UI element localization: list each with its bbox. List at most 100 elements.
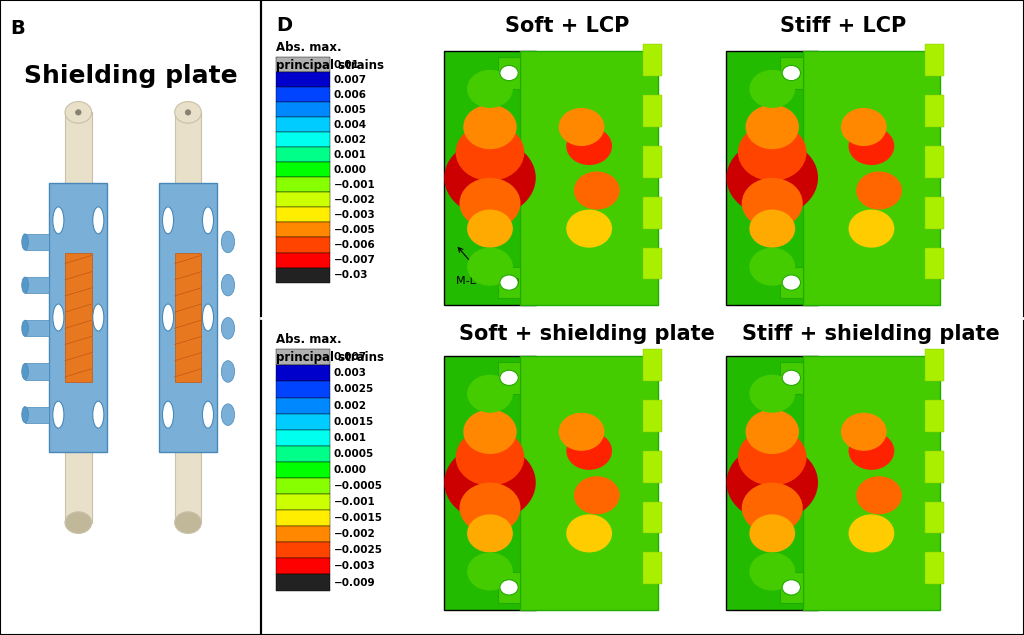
Bar — [726, 356, 818, 610]
Bar — [803, 51, 940, 305]
Text: principal strains: principal strains — [276, 351, 384, 364]
Circle shape — [53, 207, 63, 234]
Ellipse shape — [76, 110, 81, 115]
Text: 0.007: 0.007 — [334, 75, 367, 84]
Circle shape — [745, 410, 799, 454]
Circle shape — [750, 248, 796, 286]
Bar — [925, 502, 944, 533]
Text: −0.0005: −0.0005 — [334, 481, 383, 491]
Circle shape — [53, 304, 63, 331]
Text: 0.0015: 0.0015 — [334, 417, 374, 427]
Circle shape — [444, 140, 536, 216]
Bar — [925, 146, 944, 178]
Circle shape — [93, 207, 103, 234]
Bar — [925, 44, 944, 76]
Circle shape — [456, 429, 524, 486]
Ellipse shape — [22, 406, 29, 423]
Bar — [276, 72, 330, 87]
Bar — [643, 95, 662, 127]
Bar — [25, 277, 49, 293]
Text: Stiff + shielding plate: Stiff + shielding plate — [741, 324, 999, 344]
Text: Soft + shielding plate: Soft + shielding plate — [460, 324, 716, 344]
Bar — [175, 112, 202, 523]
Circle shape — [163, 401, 174, 428]
Circle shape — [782, 65, 801, 81]
Bar — [276, 267, 330, 283]
Text: 0.003: 0.003 — [334, 368, 367, 378]
Text: 0.0025: 0.0025 — [334, 384, 374, 394]
Circle shape — [467, 552, 513, 591]
Text: −0.0015: −0.0015 — [334, 513, 383, 523]
Circle shape — [456, 124, 524, 181]
Circle shape — [500, 370, 518, 385]
Circle shape — [849, 432, 894, 470]
Circle shape — [573, 171, 620, 210]
Bar — [276, 163, 330, 177]
Text: 0.001: 0.001 — [334, 150, 367, 160]
Ellipse shape — [175, 102, 202, 123]
Bar — [925, 248, 944, 279]
Text: Soft + LCP: Soft + LCP — [505, 16, 630, 36]
Text: Abs. max.: Abs. max. — [276, 41, 342, 54]
Text: 0.002: 0.002 — [334, 401, 367, 411]
Circle shape — [726, 140, 818, 216]
Bar — [925, 552, 944, 584]
Text: 0.004: 0.004 — [334, 120, 367, 130]
Bar — [520, 356, 657, 610]
Circle shape — [559, 413, 604, 451]
Bar — [925, 95, 944, 127]
Text: 0.005: 0.005 — [334, 105, 367, 115]
Text: M-L section: M-L section — [456, 248, 519, 286]
Bar — [276, 510, 330, 526]
Bar — [643, 502, 662, 533]
Bar — [444, 356, 536, 610]
Text: −0.006: −0.006 — [334, 240, 376, 250]
Circle shape — [500, 580, 518, 595]
Bar — [25, 320, 49, 337]
Bar — [276, 365, 330, 382]
Ellipse shape — [22, 320, 29, 337]
Circle shape — [559, 108, 604, 146]
Bar — [498, 267, 520, 298]
Bar — [276, 177, 330, 192]
Circle shape — [741, 483, 803, 533]
Text: −0.001: −0.001 — [334, 497, 376, 507]
Bar — [25, 363, 49, 380]
Ellipse shape — [221, 231, 234, 253]
Bar — [175, 253, 202, 382]
Bar — [276, 382, 330, 398]
Ellipse shape — [65, 512, 92, 533]
Bar — [276, 542, 330, 558]
Ellipse shape — [221, 274, 234, 296]
Bar — [276, 57, 330, 72]
Text: 0.006: 0.006 — [334, 90, 367, 100]
Text: −0.002: −0.002 — [334, 195, 376, 205]
Ellipse shape — [22, 363, 29, 380]
Circle shape — [444, 444, 536, 521]
Bar — [925, 451, 944, 483]
Bar — [803, 356, 940, 610]
Bar — [925, 197, 944, 229]
Circle shape — [750, 375, 796, 413]
Bar — [276, 398, 330, 413]
Ellipse shape — [22, 234, 29, 250]
Text: Stiff + LCP: Stiff + LCP — [780, 16, 906, 36]
Circle shape — [726, 444, 818, 521]
Text: −0.0025: −0.0025 — [334, 545, 383, 556]
Text: −0.003: −0.003 — [334, 210, 376, 220]
Text: −0.002: −0.002 — [334, 529, 376, 539]
Circle shape — [163, 304, 174, 331]
Circle shape — [203, 401, 214, 428]
Circle shape — [460, 178, 520, 229]
Bar — [780, 362, 803, 394]
Bar — [65, 112, 92, 523]
Bar — [643, 400, 662, 432]
Text: Shielding plate: Shielding plate — [24, 64, 238, 88]
Text: −0.005: −0.005 — [334, 225, 376, 235]
Circle shape — [467, 70, 513, 108]
Text: 0.000: 0.000 — [334, 165, 367, 175]
Bar — [780, 267, 803, 298]
Text: 0.001: 0.001 — [334, 432, 367, 443]
Text: 0.000: 0.000 — [334, 465, 367, 475]
Bar — [276, 222, 330, 237]
